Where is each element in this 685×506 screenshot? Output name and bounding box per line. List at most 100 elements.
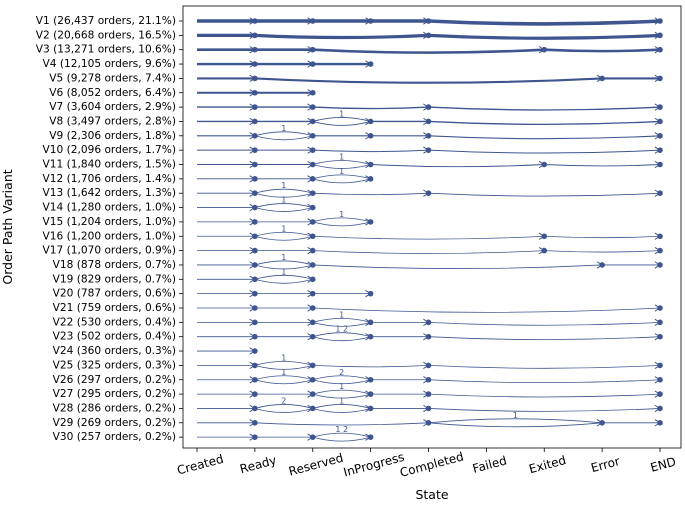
state-node (657, 104, 663, 110)
transition-edge (428, 106, 661, 111)
loop-count-label: 1 (281, 267, 286, 276)
y-tick-label: V19 (829 orders, 0.7%) (53, 273, 176, 285)
state-node (367, 61, 374, 67)
x-tick-label: Ready (238, 453, 278, 476)
loop-arc-lower (312, 121, 371, 126)
y-tick-label: V25 (325 orders, 0.3%) (53, 359, 176, 371)
y-tick-label: V27 (295 orders, 0.2%) (53, 388, 176, 400)
transition-edge (428, 408, 661, 412)
y-tick-label: V29 (269 orders, 0.2%) (53, 417, 176, 429)
state-node (252, 161, 258, 168)
transition-edge (544, 48, 661, 53)
state-node (252, 362, 258, 369)
loop-count-label: 1 2 (335, 425, 348, 434)
loop-count-label: 1 (281, 124, 286, 133)
state-node (367, 133, 374, 139)
state-node (309, 434, 316, 440)
state-node (657, 118, 663, 125)
state-node (252, 147, 258, 153)
state-node (252, 32, 258, 39)
loop-arc-lower (254, 235, 313, 241)
variant-row: 1 (197, 382, 663, 399)
y-tick-label: V2 (20,668 orders, 16.5%) (36, 29, 176, 41)
state-node (657, 376, 663, 383)
variant-row: 1 (197, 181, 663, 198)
variant-row (197, 290, 374, 298)
transition-edge (312, 106, 429, 110)
state-node (252, 305, 258, 311)
state-node (425, 376, 432, 383)
state-node (309, 247, 316, 254)
loop-arc-lower (312, 336, 371, 342)
state-node (309, 233, 316, 240)
transition-edge (428, 149, 661, 154)
loop-count-label: 1 (339, 396, 344, 405)
variant-row: 1 (197, 124, 663, 141)
state-node (367, 219, 374, 225)
y-tick-label: V28 (286 orders, 0.2%) (53, 402, 176, 414)
state-node (367, 405, 374, 412)
state-node (425, 333, 432, 340)
loop-arc-upper (312, 389, 371, 395)
loop-arc-lower (254, 264, 313, 270)
variant-row (197, 347, 258, 355)
y-tick-label: V21 (759 orders, 0.6%) (53, 302, 176, 314)
state-node (367, 118, 374, 125)
transition-edge (544, 235, 661, 239)
state-node (541, 161, 548, 168)
state-node (425, 104, 432, 110)
state-node (309, 276, 316, 283)
state-node (309, 161, 316, 168)
state-node (657, 420, 663, 426)
y-tick-label: V9 (2,306 orders, 1.8%) (49, 130, 176, 142)
state-node (309, 46, 316, 53)
x-axis-title: State (415, 487, 448, 502)
state-node (657, 147, 663, 153)
loop-count-label: 1 (281, 368, 286, 377)
loop-arc-upper (254, 404, 313, 409)
variant-row: 1 (197, 167, 374, 184)
state-node (657, 190, 663, 196)
y-tick-label: V4 (12,105 orders, 9.6%) (43, 58, 176, 70)
transition-edge (428, 321, 661, 326)
loop-count-label: 2 (339, 368, 344, 377)
loop-arc-upper (254, 231, 313, 237)
state-node (309, 190, 316, 196)
state-node (252, 391, 258, 397)
variant-row (197, 31, 663, 40)
state-node (425, 118, 432, 125)
variant-row: 1 (197, 196, 316, 212)
loop-arc-upper (428, 418, 603, 424)
y-tick-label: V24 (360 orders, 0.3%) (53, 345, 176, 357)
state-node (252, 376, 258, 383)
state-node (309, 305, 316, 311)
state-node (425, 133, 432, 139)
state-node (425, 391, 432, 397)
state-node (309, 104, 316, 110)
y-tick-label: V26 (297 orders, 0.2%) (53, 374, 176, 386)
loop-count-label: 1 (339, 210, 344, 219)
state-node (252, 61, 258, 67)
state-node (367, 376, 374, 383)
y-tick-labels: V1 (26,437 orders, 21.1%) V2 (20,668 orde… (36, 15, 183, 443)
variant-row: 1 2 (197, 425, 374, 442)
y-tick-label: V18 (878 orders, 0.7%) (53, 259, 176, 271)
state-node (599, 420, 605, 426)
variant-row (197, 74, 663, 84)
loop-arc-lower (254, 408, 313, 413)
state-node (252, 348, 258, 354)
transition-edge (428, 19, 661, 26)
transition-edge (428, 192, 661, 197)
loop-count-label: 1 (281, 353, 286, 362)
state-node (425, 147, 432, 153)
x-tick-label: Created (175, 452, 225, 478)
loop-count-label: 1 (281, 181, 286, 190)
loop-arc-lower (312, 379, 371, 385)
variant-row: 1 2 (197, 325, 663, 342)
loop-arc-upper (312, 375, 371, 381)
loop-arc-upper (312, 160, 371, 165)
loop-arc-upper (254, 131, 313, 137)
loop-count-label: 2 (281, 396, 286, 405)
state-node (309, 405, 316, 412)
y-tick-label: V13 (1,642 orders, 1.3%) (43, 187, 176, 199)
